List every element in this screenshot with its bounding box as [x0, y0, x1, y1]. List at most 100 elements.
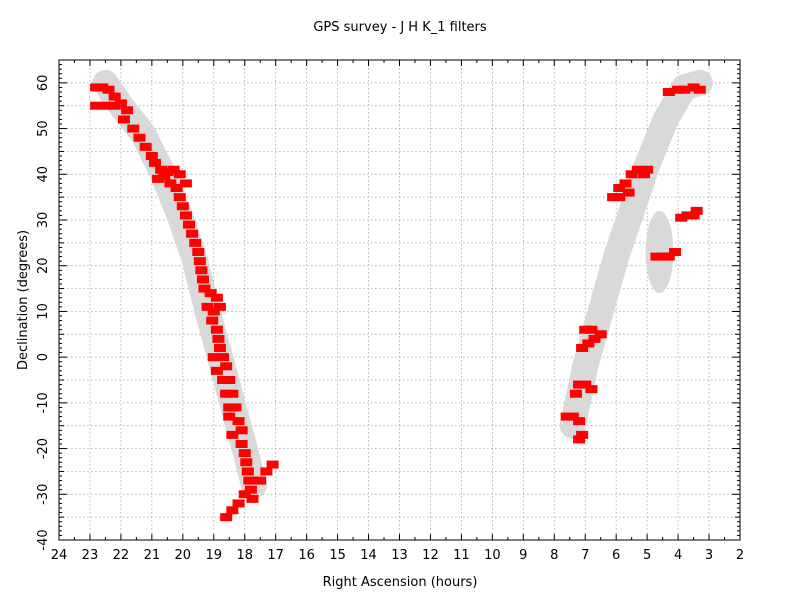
data-point — [213, 302, 226, 311]
data-point — [217, 353, 230, 362]
data-point — [244, 485, 257, 494]
data-point — [108, 92, 121, 101]
data-point — [133, 133, 146, 142]
data-point — [246, 494, 259, 503]
x-tick-label: 6 — [612, 548, 620, 563]
data-point — [210, 293, 223, 302]
data-point — [220, 362, 233, 371]
data-point — [114, 99, 127, 108]
data-point — [204, 289, 217, 298]
data-point — [96, 83, 109, 92]
data-point — [176, 202, 189, 211]
x-tick-label: 2 — [736, 548, 744, 563]
data-point — [223, 412, 236, 421]
y-tick-label: 20 — [36, 257, 51, 274]
data-point — [118, 115, 131, 124]
data-point — [90, 101, 103, 110]
data-point — [152, 174, 165, 183]
data-point — [579, 325, 592, 334]
axis-ticks — [58, 59, 741, 541]
x-tick-label: 12 — [422, 548, 439, 563]
x-tick-labels: 24 23 22 21 20 19 18 17 16 15 14 13 12 11 10 9 8 7 6 5 4 3 2 — [51, 548, 744, 563]
data-point — [198, 284, 211, 293]
x-tick-label: 18 — [236, 548, 253, 563]
x-tick-label: 21 — [144, 548, 161, 563]
x-tick-label: 17 — [267, 548, 284, 563]
data-point — [226, 430, 239, 439]
data-point — [108, 101, 121, 110]
data-point — [232, 499, 245, 508]
y-tick-label: 10 — [36, 303, 51, 320]
data-point — [158, 172, 171, 181]
data-point — [566, 412, 579, 421]
data-point — [238, 449, 251, 458]
data-point — [672, 85, 685, 94]
data-point — [121, 106, 134, 115]
data-point — [693, 85, 706, 94]
data-point — [179, 179, 192, 188]
data-point — [650, 252, 663, 261]
data-point — [266, 460, 279, 469]
data-point — [213, 344, 226, 352]
data-point — [189, 238, 202, 247]
data-point — [607, 193, 620, 202]
data-point — [223, 403, 236, 412]
data-point — [260, 467, 273, 476]
data-point — [220, 389, 233, 398]
data-point — [148, 158, 161, 167]
x-tick-label: 7 — [581, 548, 589, 563]
data-point — [207, 307, 220, 316]
data-point — [201, 302, 214, 311]
data-point — [662, 88, 675, 96]
data-point — [170, 184, 183, 192]
data-point — [573, 380, 586, 389]
data-point — [210, 366, 223, 375]
galactic-plane-band — [92, 69, 713, 499]
data-point — [241, 467, 254, 476]
data-point — [196, 275, 209, 284]
data-point — [613, 193, 626, 202]
data-point — [207, 353, 220, 362]
data-point — [206, 316, 219, 325]
data-point — [588, 334, 601, 343]
y-tick-label: -20 — [36, 438, 51, 459]
data-point — [161, 168, 174, 176]
y-tick-labels: -40 -30 -20 -10 0 10 20 30 40 50 60 — [36, 75, 51, 551]
data-point — [569, 389, 582, 398]
x-tick-label: 16 — [298, 548, 315, 563]
data-point — [226, 506, 239, 515]
data-point — [220, 513, 233, 522]
data-point — [579, 380, 592, 389]
data-point — [573, 435, 586, 444]
data-point — [210, 325, 223, 334]
x-tick-label: 14 — [360, 548, 377, 563]
chart-title: GPS survey - J H K_1 filters — [313, 20, 487, 35]
data-point — [145, 152, 158, 160]
data-point — [576, 430, 589, 439]
y-tick-label: 30 — [36, 212, 51, 229]
data-point — [576, 344, 589, 352]
data-point — [625, 170, 638, 179]
data-point — [638, 170, 651, 179]
data-point — [223, 376, 236, 384]
data-point — [254, 476, 267, 485]
data-point — [235, 426, 248, 435]
data-point — [641, 165, 654, 174]
x-tick-label: 13 — [391, 548, 408, 563]
y-tick-label: -30 — [36, 484, 51, 505]
plane-band-west — [92, 69, 267, 499]
data-point — [678, 85, 691, 94]
data-point — [164, 179, 177, 188]
data-point — [226, 389, 239, 398]
x-tick-label: 20 — [175, 548, 192, 563]
data-point — [613, 184, 626, 192]
data-point — [235, 440, 248, 448]
data-point — [232, 417, 245, 426]
data-point — [167, 165, 180, 174]
data-point — [687, 83, 700, 92]
data-point — [186, 229, 199, 238]
data-point — [573, 417, 586, 426]
data-point — [229, 403, 242, 412]
y-tick-label: -40 — [36, 529, 51, 550]
